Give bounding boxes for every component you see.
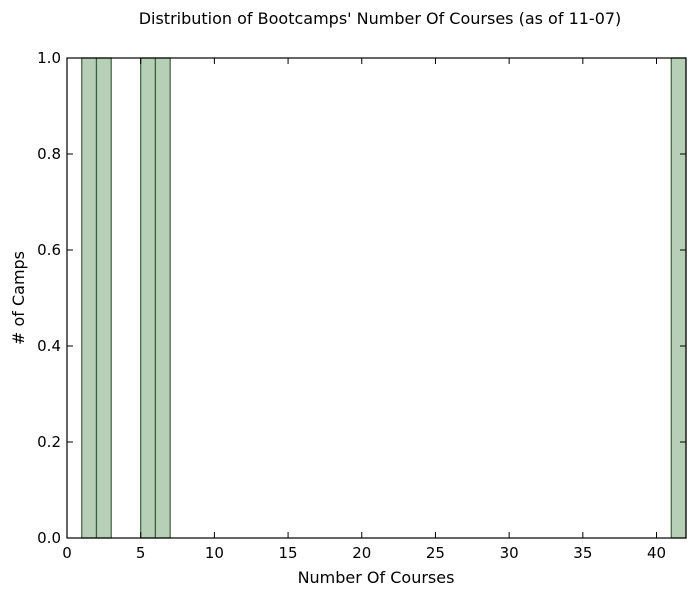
histogram-bar-0	[81, 57, 98, 539]
y-axis-ticks: 0.0 0.2 0.4 0.6 0.8 1.0	[37, 49, 686, 547]
x-tick-label-2: 10	[205, 544, 224, 562]
x-axis-label: Number Of Courses	[298, 568, 455, 587]
x-tick-label-3: 15	[279, 544, 298, 562]
y-axis-label: # of Camps	[9, 251, 28, 345]
x-tick-label-4: 20	[352, 544, 371, 562]
x-tick-label-6: 30	[500, 544, 519, 562]
x-tick-label-8: 40	[647, 544, 666, 562]
histogram-bar-3	[154, 57, 171, 539]
histogram-bar-4	[670, 57, 687, 539]
histogram-bar-2	[140, 57, 157, 539]
plot-frame	[66, 57, 687, 539]
x-tick-label-7: 35	[573, 544, 592, 562]
x-tick-label-0: 0	[62, 544, 72, 562]
x-tick-label-5: 25	[426, 544, 445, 562]
y-tick-label-4: 0.8	[37, 145, 61, 163]
y-tick-label-1: 0.2	[37, 433, 61, 451]
histogram-bar-1	[95, 57, 112, 539]
x-axis-ticks: 0 5 10 15 20 25 30 35 40	[62, 58, 666, 562]
y-tick-label-3: 0.6	[37, 241, 61, 259]
chart-title: Distribution of Bootcamps' Number Of Cou…	[139, 9, 622, 28]
bars-group	[81, 57, 687, 539]
y-tick-label-2: 0.4	[37, 337, 61, 355]
x-tick-label-1: 5	[136, 544, 146, 562]
y-tick-label-0: 0.0	[37, 529, 61, 547]
y-tick-label-5: 1.0	[37, 49, 61, 67]
